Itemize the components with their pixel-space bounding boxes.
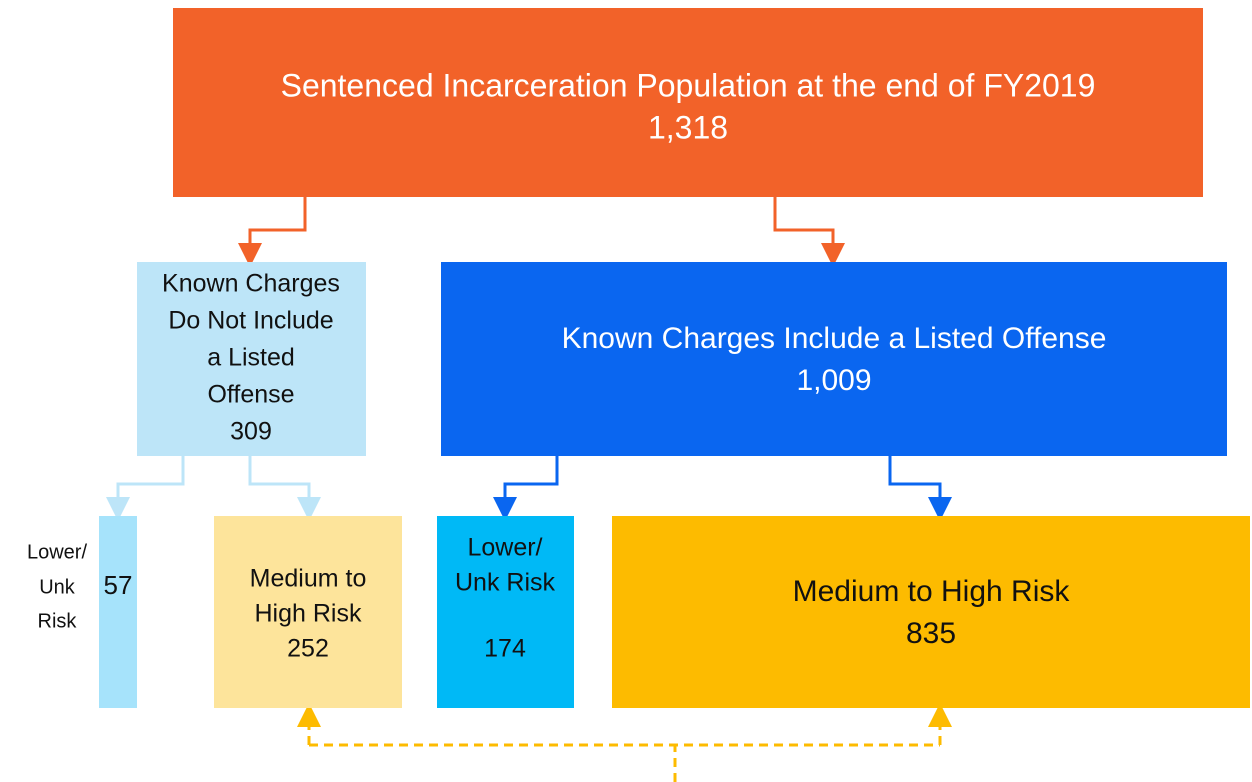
connector — [238, 197, 307, 267]
connector — [248, 456, 321, 521]
node-label: 174 — [484, 635, 526, 663]
node-label: Risk — [38, 610, 78, 632]
node-label: Medium to — [250, 565, 367, 593]
node-box — [173, 8, 1203, 197]
node-label: a Listed — [207, 344, 295, 372]
labels: Sentenced Incarceration Population at th… — [27, 67, 1106, 662]
node-label: 57 — [104, 570, 133, 600]
node-label: Unk — [39, 576, 76, 598]
node-label: 835 — [906, 617, 956, 650]
node-label: Lower/ — [27, 541, 87, 563]
node-box — [137, 262, 366, 456]
node-label: 1,318 — [648, 109, 728, 145]
node-label: 252 — [287, 635, 329, 663]
connector — [888, 456, 952, 521]
node-label: Do Not Include — [168, 307, 333, 335]
node-box — [441, 262, 1227, 456]
node-box — [437, 516, 574, 708]
node-label: 1,009 — [796, 364, 871, 397]
connector — [493, 456, 559, 521]
connector — [106, 456, 185, 521]
node-box — [612, 516, 1250, 708]
node-box — [214, 516, 402, 708]
node-label: Medium to High Risk — [793, 575, 1071, 608]
node-label: Unk Risk — [455, 569, 556, 597]
node-label: 309 — [230, 418, 272, 446]
connector — [773, 197, 845, 267]
node-label: Sentenced Incarceration Population at th… — [281, 67, 1096, 103]
node-label: Known Charges — [162, 270, 340, 298]
node-box — [99, 516, 137, 708]
node-label: Lower/ — [467, 534, 542, 562]
node-label: Offense — [207, 381, 294, 409]
node-label: Known Charges Include a Listed Offense — [562, 322, 1107, 355]
node-label: High Risk — [255, 600, 362, 628]
